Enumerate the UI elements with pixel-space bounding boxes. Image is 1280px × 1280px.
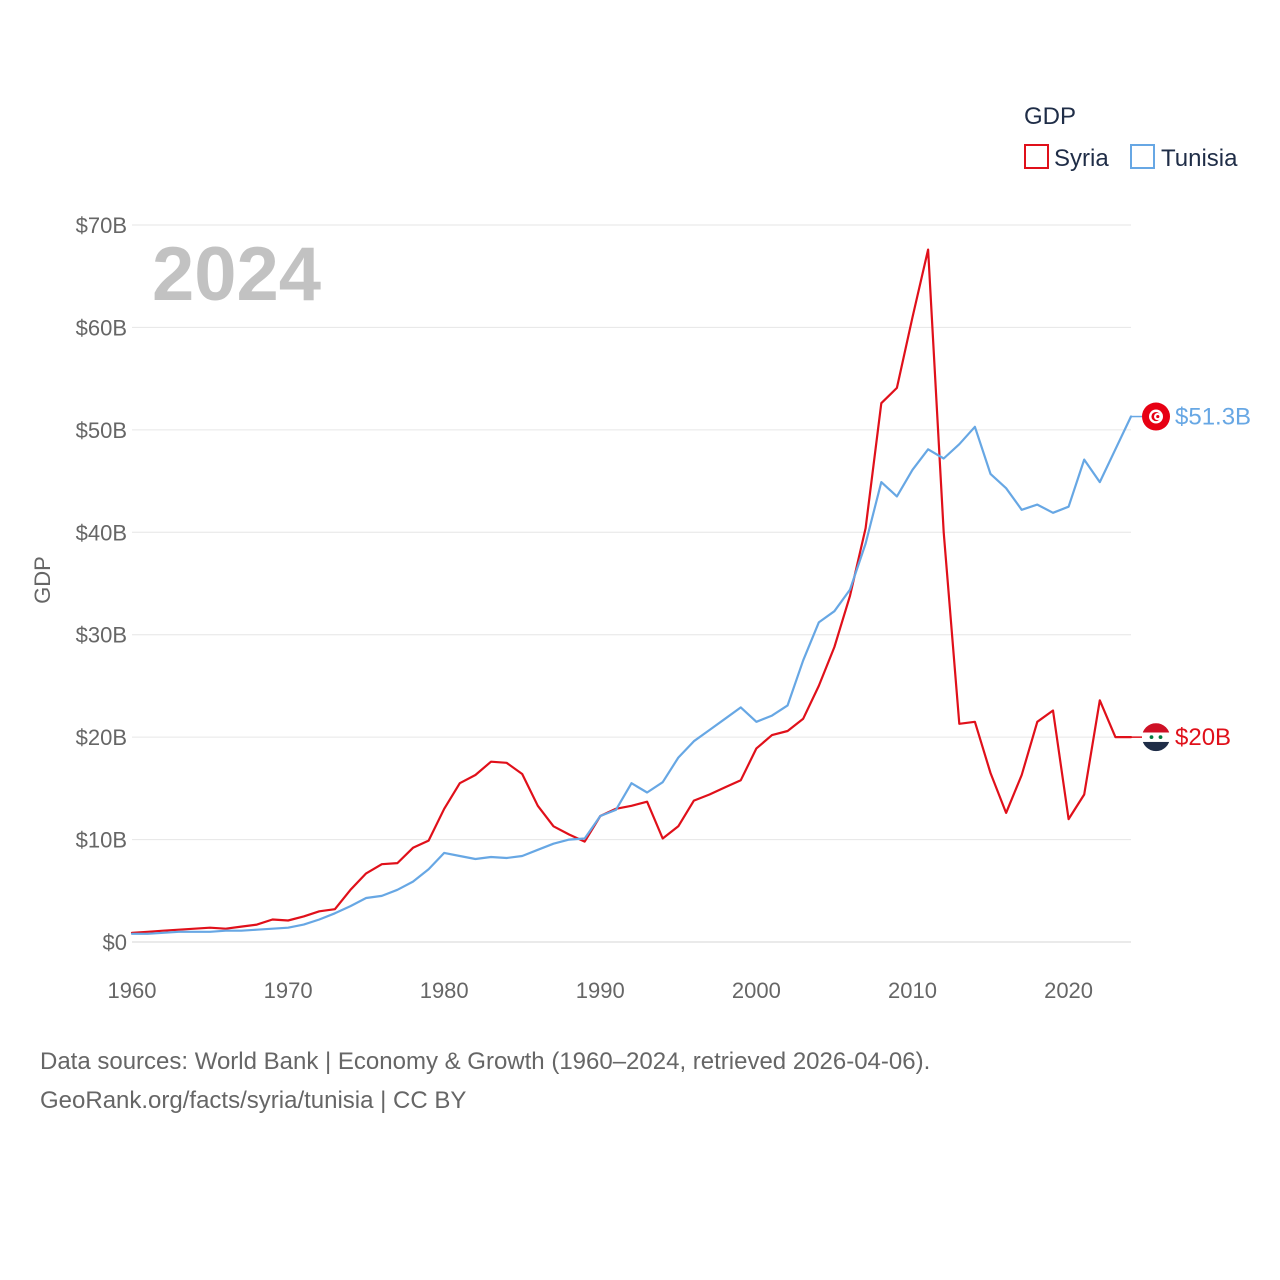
year-label: 2024 <box>152 232 321 317</box>
legend: GDP Syria Tunisia <box>1024 103 1238 172</box>
y-tick-label: $30B <box>76 623 127 648</box>
footer: Data sources: World Bank | Economy & Gro… <box>40 1042 930 1120</box>
series-line-tunisia[interactable] <box>130 415 1133 935</box>
syria-flag-icon <box>1142 723 1170 752</box>
gridlines <box>132 224 1131 943</box>
x-tick-label: 2000 <box>732 978 781 1003</box>
y-axis-ticks: $0 $10B $20B $30B $40B $50B $60B $70B <box>76 213 127 955</box>
x-axis-ticks: 1960 1970 1980 1990 2000 2010 2020 <box>108 978 1094 1003</box>
y-tick-label: $60B <box>76 315 127 340</box>
syria-flag-star <box>1149 735 1154 740</box>
x-tick-label: 1960 <box>108 978 157 1003</box>
y-axis-title: GDP <box>30 556 55 604</box>
legend-swatch-tunisia[interactable] <box>1130 144 1155 169</box>
syria-flag-body <box>1142 723 1170 752</box>
data-sources-text: Data sources: World Bank | Economy & Gro… <box>40 1048 931 1075</box>
legend-label-syria[interactable]: Syria <box>1054 145 1109 172</box>
x-tick-label: 2010 <box>888 978 937 1003</box>
x-tick-label: 1980 <box>420 978 469 1003</box>
legend-label-tunisia[interactable]: Tunisia <box>1161 145 1238 172</box>
x-tick-label: 1970 <box>264 978 313 1003</box>
series-lines <box>130 248 1133 935</box>
x-tick-label: 2020 <box>1044 978 1093 1003</box>
syria-flag-middle-stripe <box>1142 732 1170 742</box>
series-line-syria[interactable] <box>130 248 1133 934</box>
syria-flag-star <box>1158 735 1163 740</box>
tunisia-flag-star <box>1156 414 1160 419</box>
source-link[interactable]: GeoRank.org/facts/syria/tunisia | CC BY <box>40 1087 467 1114</box>
y-tick-label: $10B <box>76 828 127 853</box>
x-tick-label: 1990 <box>576 978 625 1003</box>
tunisia-flag-icon <box>1142 402 1170 431</box>
syria-flag-bottom-stripe <box>1142 741 1170 752</box>
legend-swatch-syria[interactable] <box>1024 144 1049 169</box>
y-tick-label: $40B <box>76 520 127 545</box>
end-value-label-tunisia: $51.3B <box>1175 404 1251 431</box>
end-value-label-syria: $20B <box>1175 724 1231 751</box>
y-tick-label: $50B <box>76 418 127 443</box>
y-tick-label: $70B <box>76 213 127 238</box>
legend-title: GDP <box>1024 103 1076 130</box>
y-tick-label: $20B <box>76 725 127 750</box>
y-tick-label: $0 <box>103 930 127 955</box>
syria-flag-top-stripe <box>1142 723 1170 733</box>
series-end-markers: $20B $51.3B <box>1131 402 1251 752</box>
